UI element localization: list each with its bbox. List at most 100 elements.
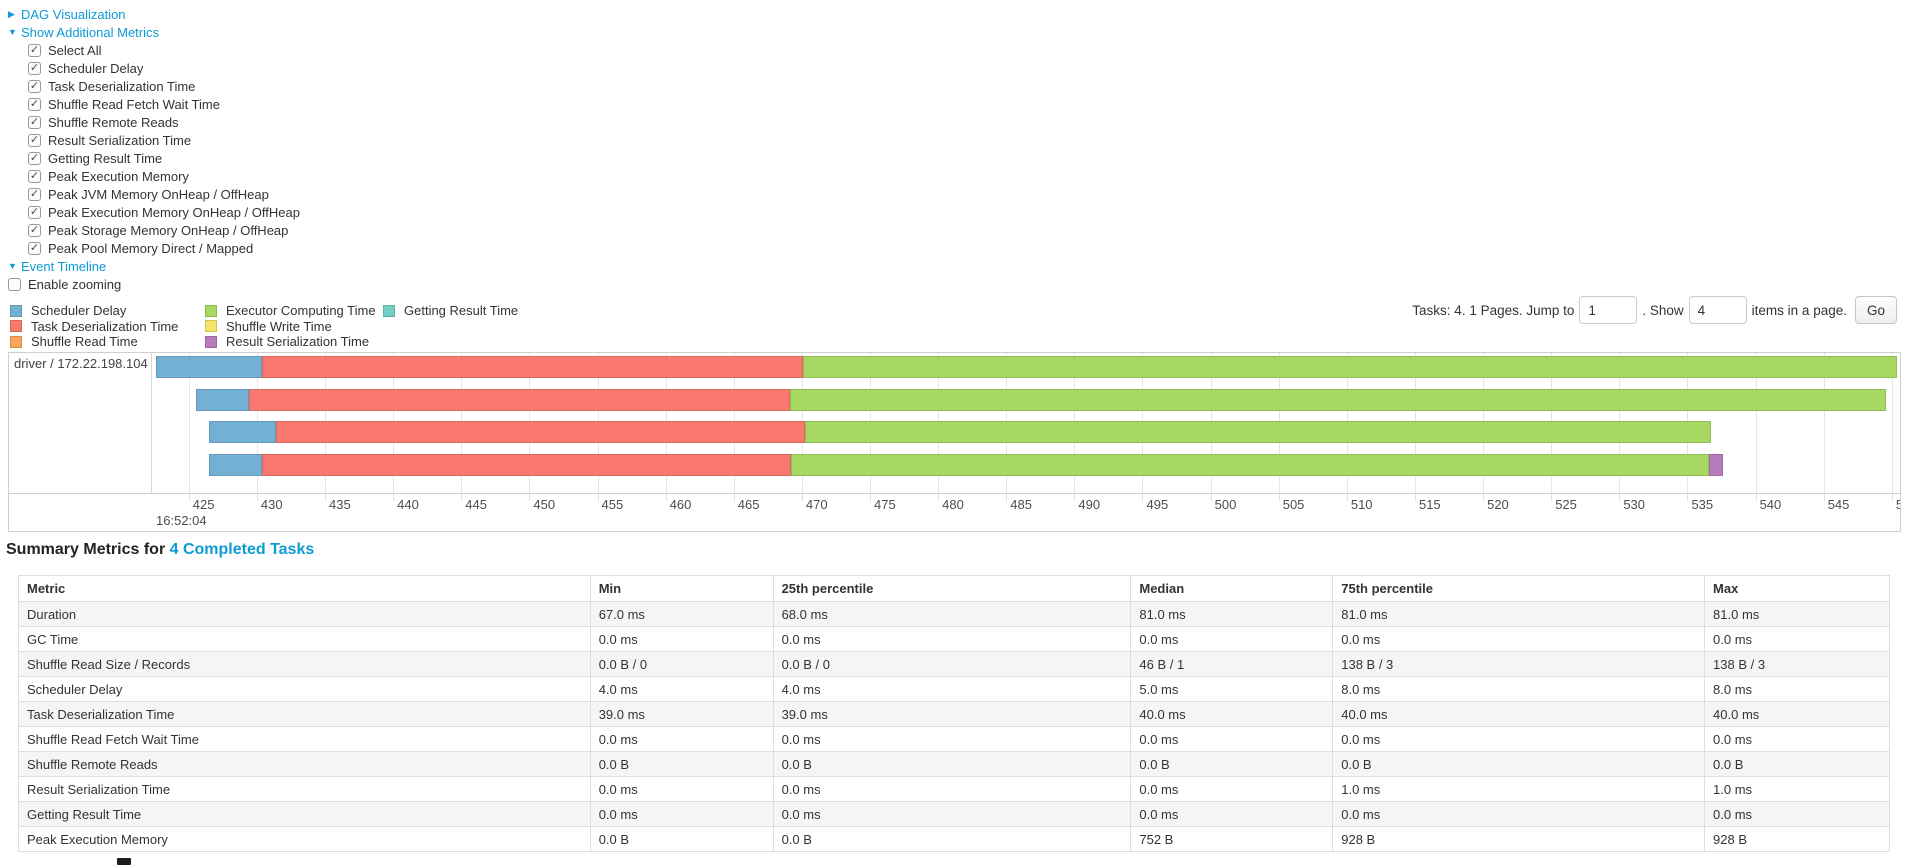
task-bar-task-deserialization [275, 421, 805, 443]
completed-tasks-link[interactable]: 4 Completed Tasks [169, 541, 315, 558]
metric-value-cell: 68.0 ms [772, 601, 1132, 627]
metric-value-cell: 8.0 ms [1704, 676, 1890, 702]
axis-tick-label: 510 [1350, 497, 1373, 512]
task-bar-scheduler-delay [209, 454, 263, 476]
task-bar-executor-computing [789, 389, 1887, 411]
metric-value-cell: 0.0 ms [1704, 801, 1890, 827]
tick-mark [665, 494, 667, 501]
metric-value-cell: 0.0 ms [1130, 801, 1334, 827]
tick-mark [597, 494, 599, 501]
summary-column-header: Median [1130, 575, 1334, 602]
legend-column: Scheduler Delay Task Deserialization Time… [10, 303, 205, 350]
tick-mark [870, 494, 871, 501]
tick-mark [1142, 494, 1144, 501]
checkbox-icon[interactable]: ✓ [28, 223, 41, 237]
task-bar-task-deserialization [248, 389, 790, 411]
enable-zooming-label: Enable zooming [28, 276, 122, 292]
metric-checkbox-row: ✓ Peak Storage Memory OnHeap / OffHeap [8, 221, 300, 239]
metric-value-cell: 81.0 ms [1130, 601, 1334, 627]
metric-value-cell: 46 B / 1 [1130, 651, 1334, 677]
legend-item-result-serialization: Result Serialization Time [205, 334, 383, 350]
checkbox-icon[interactable]: ✓ [28, 133, 41, 147]
task-bar-executor-computing [790, 454, 1710, 476]
metric-value-cell: 0.0 ms [1130, 626, 1334, 652]
metric-value-cell: 0.0 B [1704, 751, 1890, 777]
timeline-legend: Scheduler Delay Task Deserialization Time… [10, 303, 518, 350]
items-in-page-text: items in a page. [1751, 302, 1847, 318]
tick-mark [188, 494, 190, 501]
legend-column: Getting Result Time [383, 303, 518, 350]
summary-table-row: GC Time 0.0 ms 0.0 ms 0.0 ms 0.0 ms 0.0 ms [18, 626, 1890, 652]
checkbox-label: Shuffle Remote Reads [48, 114, 179, 130]
event-timeline-toggle[interactable]: ▼ Event Timeline [8, 257, 300, 275]
metric-checkbox-row: ✓ Select All [8, 41, 300, 59]
checkbox-icon[interactable]: ✓ [28, 205, 41, 219]
metric-value-cell: 0.0 ms [772, 726, 1132, 752]
metric-name-cell: GC Time [18, 626, 591, 652]
metric-checkbox-row: ✓ Peak JVM Memory OnHeap / OffHeap [8, 185, 300, 203]
axis-tick-label: 465 [737, 497, 760, 512]
metric-value-cell: 0.0 B [1332, 751, 1706, 777]
checkbox-icon[interactable]: ✓ [28, 169, 41, 183]
summary-table-header-row: Metric Min 25th percentile Median 75th perce… [18, 575, 1890, 602]
metric-value-cell: 0.0 ms [1130, 726, 1334, 752]
summary-table-row: Shuffle Read Fetch Wait Time 0.0 ms 0.0 ms… [18, 726, 1890, 752]
summary-table-row: Shuffle Remote Reads 0.0 B 0.0 B 0.0 B 0.0 B… [18, 751, 1890, 777]
legend-item-shuffle-read: Shuffle Read Time [10, 334, 205, 350]
metric-value-cell: 752 B [1130, 826, 1334, 852]
checkbox-icon[interactable]: ✓ [28, 43, 41, 57]
axis-tick-label: 500 [1214, 497, 1237, 512]
checkbox-label: Shuffle Read Fetch Wait Time [48, 96, 220, 112]
checkbox-icon[interactable]: ✓ [28, 115, 41, 129]
jump-to-page-input[interactable] [1579, 296, 1638, 324]
axis-tick-label: 550 [1896, 497, 1900, 512]
items-per-page-input[interactable] [1688, 296, 1747, 324]
metric-checkbox-row: ✓ Peak Execution Memory OnHeap / OffHeap [8, 203, 300, 221]
metric-value-cell: 138 B / 3 [1704, 651, 1890, 677]
axis-tick-label: 445 [465, 497, 487, 512]
checkbox-icon[interactable]: ✓ [28, 97, 41, 111]
legend-item-shuffle-write: Shuffle Write Time [205, 319, 383, 335]
dag-visualization-toggle[interactable]: ▶ DAG Visualization [8, 5, 300, 23]
metric-value-cell: 0.0 ms [1130, 776, 1334, 802]
metric-value-cell: 4.0 ms [772, 676, 1132, 702]
metric-value-cell: 4.0 ms [589, 676, 774, 702]
task-bar-result-serialization [1709, 454, 1723, 476]
checkbox-label: Peak Pool Memory Direct / Mapped [48, 240, 254, 256]
legend-label: Executor Computing Time [226, 303, 376, 319]
metric-value-cell: 0.0 ms [772, 801, 1132, 827]
metric-checkbox-row: ✓ Shuffle Read Fetch Wait Time [8, 95, 300, 113]
axis-tick-label: 480 [942, 497, 964, 512]
axis-tick-label: 460 [669, 497, 692, 512]
dag-visualization-label: DAG Visualization [21, 6, 126, 22]
metric-value-cell: 0.0 ms [1332, 726, 1706, 752]
enable-zooming-checkbox[interactable] [8, 277, 21, 291]
checkbox-icon[interactable]: ✓ [28, 151, 41, 165]
checkbox-icon[interactable]: ✓ [28, 79, 41, 93]
checkbox-icon[interactable]: ✓ [28, 241, 41, 255]
summary-table-row: Getting Result Time 0.0 ms 0.0 ms 0.0 ms 0.0… [18, 801, 1890, 827]
checkbox-icon[interactable]: ✓ [28, 61, 41, 75]
checkbox-label: Getting Result Time [48, 150, 163, 166]
summary-metrics-title: Summary Metrics for 4 Completed Tasks [6, 541, 314, 559]
task-bar-scheduler-delay [209, 421, 276, 443]
show-text: . Show [1642, 302, 1684, 318]
axis-tick-label: 455 [601, 497, 624, 512]
metric-checkbox-row: ✓ Task Deserialization Time [8, 77, 300, 95]
checkbox-icon[interactable]: ✓ [28, 187, 41, 201]
metric-value-cell: 40.0 ms [1704, 701, 1890, 727]
tick-mark [1755, 494, 1757, 501]
legend-label: Shuffle Read Time [31, 334, 138, 350]
metric-checkbox-row: ✓ Peak Execution Memory [8, 167, 300, 185]
legend-label: Task Deserialization Time [31, 318, 179, 334]
go-button[interactable]: Go [1854, 296, 1897, 324]
metric-value-cell: 39.0 ms [589, 701, 774, 727]
chevron-down-icon: ▼ [8, 27, 17, 37]
metric-checkbox-row: ✓ Scheduler Delay [8, 59, 300, 77]
metric-value-cell: 40.0 ms [1332, 701, 1706, 727]
metric-name-cell: Result Serialization Time [18, 776, 591, 802]
metric-value-cell: 0.0 ms [1704, 626, 1890, 652]
metric-value-cell: 81.0 ms [1332, 601, 1706, 627]
checkbox-label: Result Serialization Time [48, 132, 192, 148]
show-additional-metrics-toggle[interactable]: ▼ Show Additional Metrics [8, 23, 300, 41]
